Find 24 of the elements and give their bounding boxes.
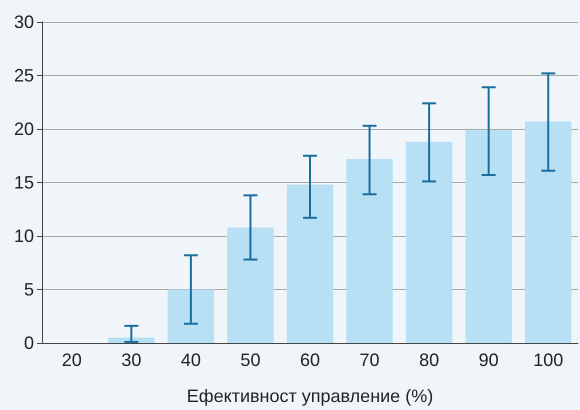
y-tick-label: 10	[14, 226, 34, 246]
x-tick-label: 40	[180, 350, 201, 370]
x-tick-label: 20	[62, 350, 82, 370]
x-tick-label: 50	[240, 350, 260, 370]
y-tick-label: 0	[24, 333, 34, 353]
bar	[227, 227, 274, 343]
x-tick-label: 70	[360, 350, 380, 370]
x-tick-label: 30	[121, 350, 142, 370]
bar	[406, 142, 452, 343]
y-tick-label: 30	[14, 12, 34, 32]
x-tick-label: 100	[533, 350, 564, 370]
y-tick-label: 25	[14, 66, 34, 86]
x-tick-label: 60	[300, 350, 320, 370]
bar	[168, 290, 214, 343]
bar	[346, 158, 393, 343]
bar	[524, 122, 572, 343]
x-axis-title: Ефективност управление (%)	[186, 386, 434, 406]
x-tick-label: 80	[419, 350, 440, 370]
bar	[465, 130, 512, 343]
y-tick-label: 15	[14, 172, 34, 192]
y-tick-label: 5	[24, 280, 34, 300]
bar	[286, 184, 334, 343]
y-tick-label: 20	[14, 119, 34, 139]
x-tick-label: 90	[478, 350, 499, 370]
